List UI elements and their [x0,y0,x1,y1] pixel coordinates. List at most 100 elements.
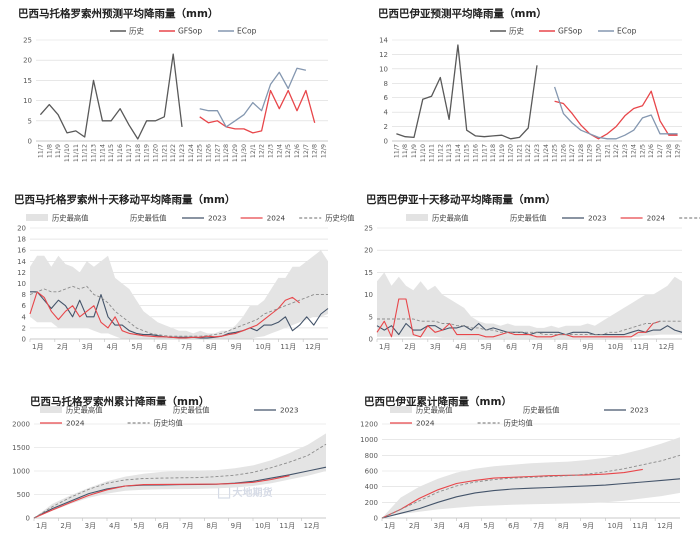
x-tick-label: 11/22 [525,144,532,162]
chart-panel-mt-10day: 巴西马托格罗索州十天移动平均降雨量（mm） 0 2 4 6 8 10 12 14 16 18 20 1… [0,182,354,382]
x-tick-label: 11/24 [188,144,195,162]
legend-swatch [483,213,507,222]
y-tick-label: 600 [365,468,378,476]
x-tick-label: 12/2 [613,144,620,158]
legend-label: 2024 [647,214,666,223]
chart-title: 巴西马托格罗索州十天移动平均降雨量（mm） [14,194,236,206]
x-tick-label: 11/15 [464,144,471,162]
x-tick-label: 11/9 [55,144,62,158]
y-tick-label: 2 [22,324,26,332]
y-tick-label: 1000 [12,468,30,476]
x-tick-label: 11/21 [161,144,168,162]
series-line-历史均值 [381,454,681,519]
y-tick-label: 5 [28,117,32,125]
x-tick-label: 11/10 [420,144,427,162]
chart-svg: 0 500 1000 1500 2000 大地期货 1月 2月 3月 4月 5月 6月 7月 8月 9月 10… [12,405,327,530]
x-tick-label: 6月 [158,522,169,530]
legend-label: 历史最低值 [173,406,209,415]
y-tick-label: 12 [379,51,388,59]
x-tick-label: 11月 [279,522,295,530]
x-tick-label: 11/8 [46,144,53,158]
legend-label: 2023 [630,406,649,415]
x-tick-label: 8月 [557,343,568,351]
y-tick-label: 4 [22,313,27,321]
x-tick-label: 11/8 [402,144,409,158]
y-tick-label: 25 [23,37,32,45]
legend-label: 历史最低值 [130,214,166,223]
chart-title: 巴西巴伊亚累计降雨量（mm） [364,396,512,408]
x-tick-label: 11/25 [197,144,204,162]
y-tick-label: 6 [384,94,389,102]
x-tick-label: 12月 [657,522,673,530]
x-tick-label: 2月 [409,522,420,530]
series-line-2024 [29,291,300,339]
legend-swatch [496,405,520,414]
x-tick-label: 6月 [508,522,519,530]
x-tick-label: 11/14 [99,144,106,162]
x-tick-label: 11/16 [472,144,479,162]
x-tick-label: 9月 [231,343,242,351]
x-tick-label: 12/1 [250,144,257,158]
x-tick-label: 1月 [384,522,395,530]
x-tick-label: 11/27 [214,144,221,162]
x-tick-label: 11/30 [241,144,248,162]
x-tick-label: 11/29 [232,144,239,162]
y-tick-label: 0 [22,336,26,344]
x-tick-label: 12/5 [639,144,646,158]
chart-panel-mt-forecast: 巴西马托格罗索州预测平均降雨量（mm） 0 5 10 15 20 25 11/7 11/8 11… [0,0,350,182]
x-tick-label: 7月 [181,343,192,351]
legend-label: 历史最高值 [416,406,452,415]
x-tick-label: 11/13 [91,144,98,162]
chart-panel-ba-cumulative: 巴西巴伊亚累计降雨量（mm） 020040060080010001200大地期货… [350,382,700,547]
chart-panel-ba-10day: 巴西巴伊亚十天移动平均降雨量（mm） 0 5 10 15 20 25 1月 2月 3月 4月 5月 6… [350,182,700,382]
legend-label: 历史最高值 [52,214,88,223]
y-tick-label: 2000 [12,421,30,429]
y-tick-label: 10 [364,291,373,299]
x-tick-label: 11/28 [578,144,585,162]
historic-range-band [34,433,326,518]
y-tick-label: 500 [17,491,30,499]
x-tick-label: 3月 [430,343,441,351]
x-tick-label: 8月 [206,522,217,530]
x-tick-label: 11/18 [490,144,497,162]
y-tick-label: 1200 [360,421,378,429]
chart-title: 巴西巴伊亚预测平均降雨量（mm） [378,8,547,20]
x-tick-label: 11/24 [543,144,550,162]
x-tick-label: 11/15 [108,144,115,162]
x-tick-label: 12月 [304,522,320,530]
series-line-历史均值 [33,443,327,519]
y-tick-label: 200 [365,499,378,507]
x-tick-label: 11/22 [170,144,177,162]
x-tick-label: 9月 [583,522,594,530]
x-tick-label: 3月 [85,522,96,530]
x-tick-label: 12/2 [259,144,266,158]
y-tick-label: 8 [22,291,26,299]
x-tick-label: 3月 [434,522,445,530]
series-line-2024 [33,475,290,519]
y-tick-label: 18 [17,236,26,244]
x-tick-label: 11/26 [560,144,567,162]
legend-swatch [103,213,127,222]
x-tick-label: 12/1 [604,144,611,158]
x-tick-label: 11/27 [569,144,576,162]
x-tick-label: 5月 [483,522,494,530]
x-tick-label: 11/16 [117,144,124,162]
x-tick-label: 7月 [533,522,544,530]
x-tick-label: 12月 [659,343,675,351]
x-tick-label: 9月 [582,343,593,351]
x-tick-label: 12/5 [285,144,292,158]
x-tick-label: 10月 [608,343,624,351]
legend-label: ECop [237,27,257,36]
x-tick-label: 7月 [532,343,543,351]
legend-label: 历史均值 [325,214,354,223]
x-tick-label: 6月 [156,343,167,351]
y-tick-label: 8 [384,80,388,88]
x-tick-label: 10月 [256,343,272,351]
x-tick-label: 10月 [255,522,271,530]
x-tick-label: 12月 [305,343,321,351]
y-tick-label: 0 [26,515,30,523]
y-tick-label: 16 [17,247,26,255]
x-tick-label: 11/11 [73,144,80,162]
legend-label: 历史最低值 [510,214,546,223]
x-tick-label: 5月 [133,522,144,530]
